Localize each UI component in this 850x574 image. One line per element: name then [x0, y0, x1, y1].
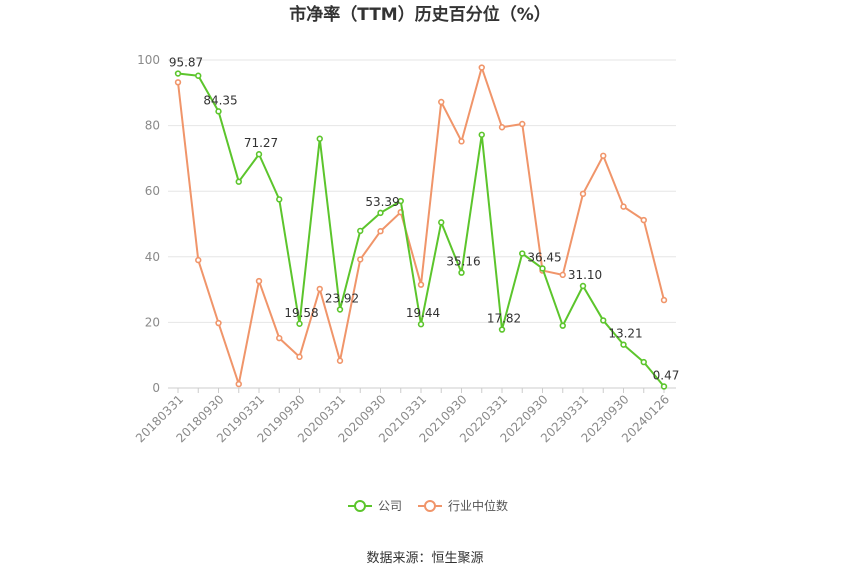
company-point — [539, 265, 546, 272]
industry-median-point — [255, 277, 263, 285]
industry-median-point — [316, 285, 323, 293]
company-point — [600, 317, 607, 324]
company-point — [478, 131, 485, 138]
company-point — [255, 151, 263, 158]
company-point — [640, 358, 647, 366]
industry-median-point — [498, 124, 506, 131]
y-tick-label: 20 — [145, 315, 160, 329]
company-point — [316, 135, 323, 142]
data-label: 31.10 — [568, 268, 602, 282]
series-line-industry-median — [177, 66, 665, 386]
industry-median-point — [215, 319, 222, 327]
industry-median-point — [579, 190, 587, 198]
legend[interactable]: 公司 行业中位数 — [348, 498, 508, 513]
industry-median-point — [276, 334, 283, 342]
data-label: 13.21 — [608, 327, 642, 341]
company-point — [357, 227, 364, 235]
y-tick-label: 100 — [137, 53, 160, 67]
data-label: 17.82 — [487, 312, 521, 326]
data-label: 0.47 — [653, 368, 680, 382]
company-point — [438, 219, 445, 226]
data-label: 84.35 — [203, 93, 237, 107]
company-point — [417, 321, 425, 328]
industry-median-point — [174, 79, 182, 86]
source-note: 数据来源：恒生聚源 — [366, 551, 483, 566]
industry-median-point — [357, 256, 364, 263]
industry-median-point — [660, 296, 668, 304]
company-point — [660, 383, 668, 390]
company-point — [215, 108, 222, 115]
data-label: 19.58 — [284, 306, 318, 320]
company-point — [579, 282, 587, 290]
data-label: 71.27 — [244, 136, 278, 150]
data-label-layer: 95.87 84.35 71.27 19.58 23.92 53.39 19.44 35.16… — [169, 56, 680, 383]
legend-item-industry-median[interactable]: 行业中位数 — [418, 498, 508, 513]
company-point — [276, 196, 283, 203]
industry-median-point — [478, 64, 485, 71]
industry-median-point — [458, 138, 465, 145]
industry-median-point — [519, 120, 526, 128]
company-point — [174, 70, 182, 77]
legend-item-company[interactable]: 公司 — [348, 499, 402, 513]
data-label: 19.44 — [406, 306, 440, 320]
y-tick-label: 60 — [145, 184, 160, 198]
company-point — [195, 72, 202, 79]
data-label: 53.39 — [365, 195, 399, 209]
company-point — [296, 320, 303, 327]
legend-label: 公司 — [378, 499, 402, 513]
industry-median-point — [336, 357, 344, 364]
grid-layer — [168, 59, 676, 389]
chart-title: 市净率（TTM）历史百分位（%） — [289, 4, 551, 25]
series-line-company — [177, 72, 665, 388]
data-label: 35.16 — [446, 255, 480, 269]
company-point — [498, 326, 506, 333]
legend-marker — [354, 500, 366, 512]
industry-median-point — [600, 152, 607, 159]
company-point — [620, 341, 627, 348]
industry-median-point — [296, 353, 303, 361]
axis-layer: 0204060801002018033120180930201903312019… — [133, 53, 672, 445]
company-point — [235, 178, 242, 185]
company-point — [458, 269, 465, 276]
company-point — [559, 322, 566, 329]
data-label: 36.45 — [527, 250, 561, 264]
legend-label: 行业中位数 — [448, 498, 508, 513]
industry-median-point — [640, 216, 647, 224]
series-layer — [174, 64, 668, 390]
company-point — [519, 250, 526, 257]
data-label: 23.92 — [325, 292, 359, 306]
industry-median-point — [620, 203, 627, 210]
company-point — [377, 209, 384, 217]
industry-median-point — [195, 256, 202, 264]
industry-median-point — [377, 228, 384, 235]
company-point — [397, 197, 404, 205]
industry-median-point — [235, 380, 242, 388]
legend-marker — [424, 500, 436, 512]
y-tick-label: 80 — [145, 119, 160, 133]
industry-median-point — [417, 281, 425, 288]
company-point — [336, 306, 344, 313]
industry-median-point — [559, 271, 566, 279]
y-tick-label: 40 — [145, 250, 160, 264]
industry-median-point — [438, 98, 445, 106]
data-label: 95.87 — [169, 56, 203, 70]
y-tick-label: 0 — [152, 381, 160, 395]
